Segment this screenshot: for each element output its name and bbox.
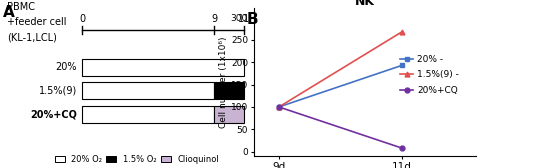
Text: +feeder cell: +feeder cell (8, 17, 67, 27)
Y-axis label: Cell number (1x10⁶): Cell number (1x10⁶) (219, 37, 228, 128)
Text: 0: 0 (79, 13, 85, 24)
Legend: 20% O₂, 1.5% O₂, Clioquinol: 20% O₂, 1.5% O₂, Clioquinol (51, 152, 222, 167)
FancyBboxPatch shape (214, 82, 244, 99)
Text: 9: 9 (212, 13, 217, 24)
Text: 20%+CQ: 20%+CQ (30, 109, 77, 119)
Text: (KL-1,LCL): (KL-1,LCL) (8, 32, 57, 42)
20% - (399, 64, 405, 66)
Text: B: B (246, 12, 258, 27)
Line: 20% -: 20% - (276, 63, 405, 109)
FancyBboxPatch shape (82, 59, 244, 76)
1.5%(9) - (399, 31, 405, 33)
Text: 20%: 20% (56, 62, 77, 72)
FancyBboxPatch shape (82, 82, 214, 99)
Text: 11: 11 (237, 13, 250, 24)
Text: PBMC: PBMC (8, 2, 36, 12)
Line: 20%+CQ: 20%+CQ (276, 104, 405, 151)
Text: 1.5%(9): 1.5%(9) (39, 86, 77, 96)
Line: 1.5%(9) -: 1.5%(9) - (276, 29, 405, 109)
20% - (276, 106, 282, 108)
FancyBboxPatch shape (82, 106, 214, 123)
Title: NK: NK (355, 0, 375, 8)
Text: A: A (3, 5, 14, 20)
FancyBboxPatch shape (214, 106, 244, 123)
20%+CQ (276, 106, 282, 108)
1.5%(9) - (276, 106, 282, 108)
20%+CQ (399, 147, 405, 149)
Legend: 20% -, 1.5%(9) -, 20%+CQ: 20% -, 1.5%(9) -, 20%+CQ (397, 52, 463, 98)
